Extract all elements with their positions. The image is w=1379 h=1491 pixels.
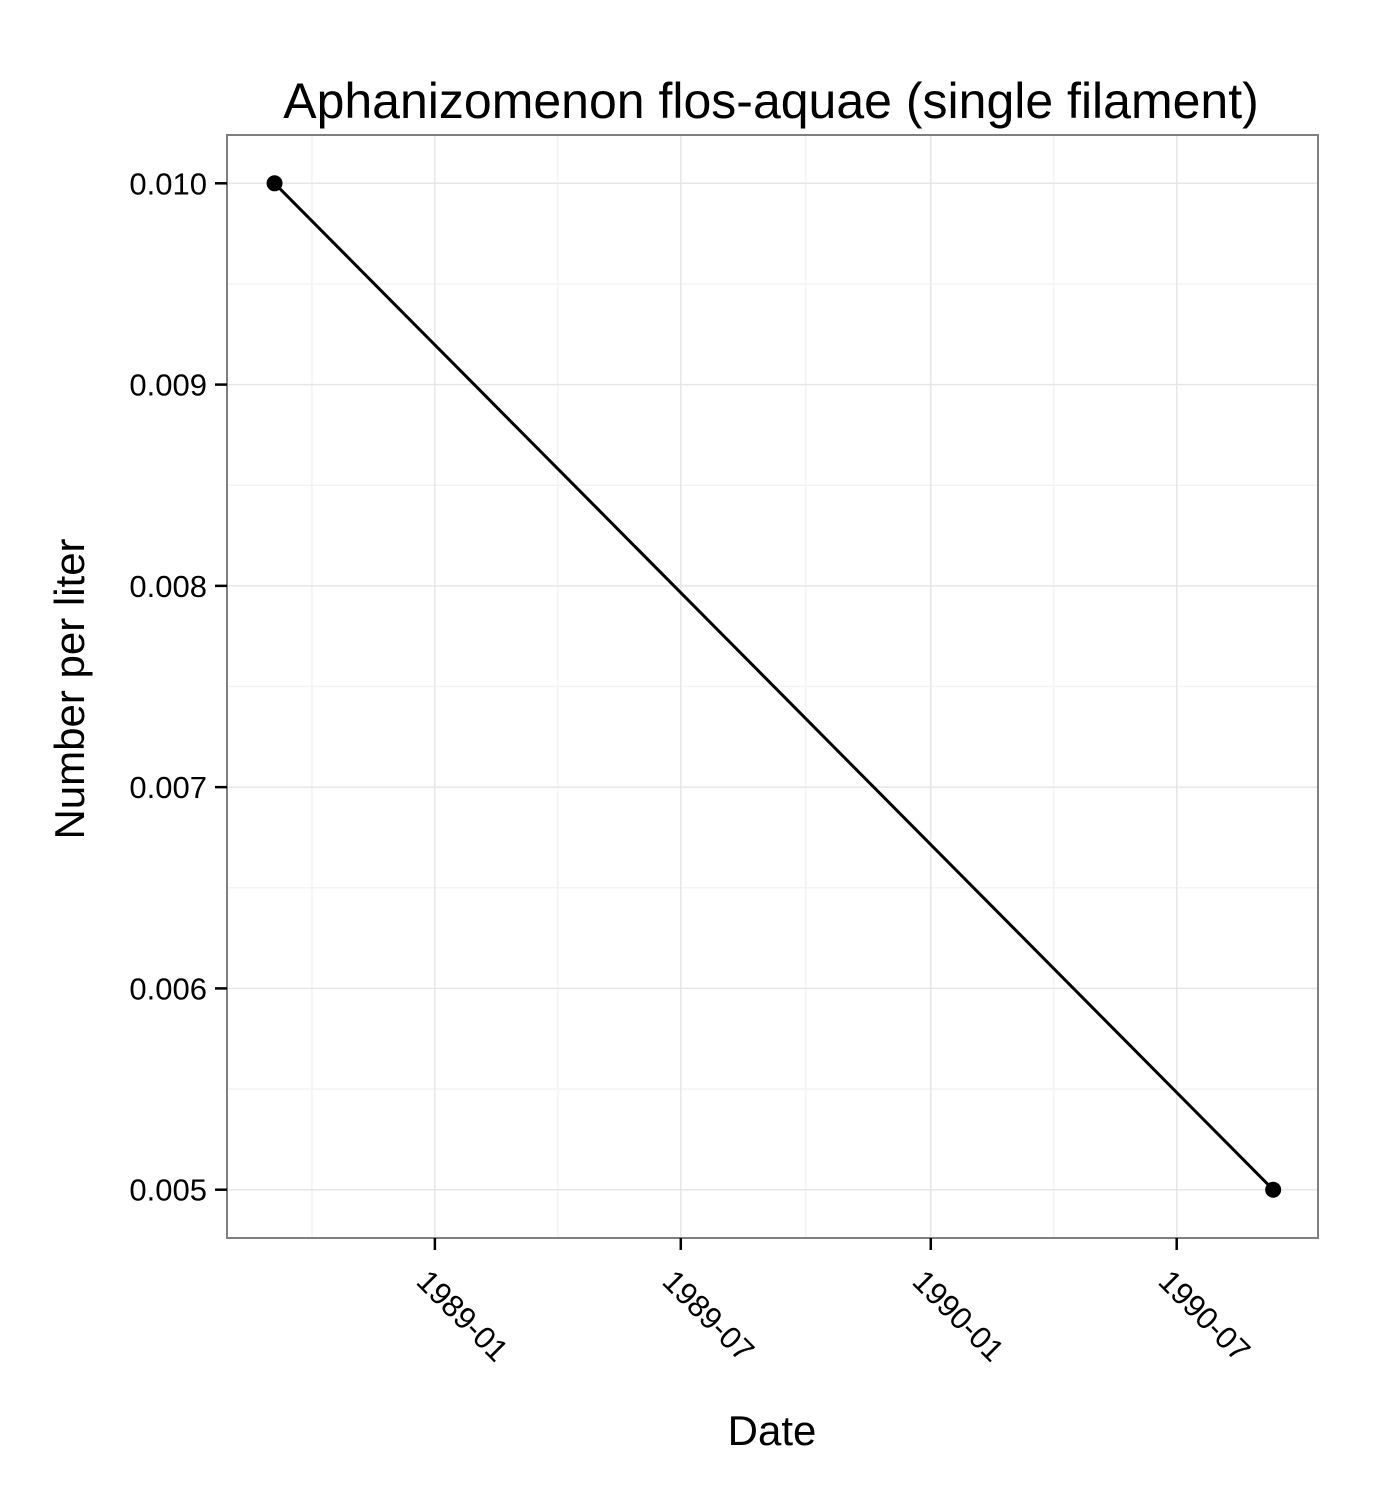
chart-title: Aphanizomenon flos-aquae (single filamen…: [283, 73, 1259, 129]
data-series: [266, 175, 1282, 1198]
y-tick-label: 0.007: [129, 770, 207, 805]
grid-major: [227, 135, 1318, 1238]
x-axis: 1989-01 1989-07 1990-01 1990-07: [410, 1238, 1257, 1368]
y-tick-label: 0.008: [129, 569, 207, 604]
x-tick-label: 1989-07: [656, 1263, 761, 1368]
y-tick-label: 0.009: [129, 368, 207, 403]
y-tick-label: 0.006: [129, 971, 207, 1006]
data-point: [1265, 1181, 1282, 1198]
data-point: [266, 175, 283, 192]
x-tick-label: 1989-01: [410, 1263, 515, 1368]
series-line: [273, 182, 1275, 1191]
y-axis: 0.005 0.006 0.007 0.008 0.009 0.010: [129, 166, 227, 1208]
x-tick-label: 1990-07: [1152, 1263, 1257, 1368]
x-axis-label: Date: [728, 1407, 817, 1454]
y-axis-label: Number per liter: [46, 538, 93, 839]
grid-minor: [227, 135, 1318, 1238]
y-tick-label: 0.005: [129, 1173, 207, 1208]
y-tick-label: 0.010: [129, 166, 207, 201]
x-tick-label: 1990-01: [906, 1263, 1011, 1368]
panel-border: [226, 134, 1319, 1239]
